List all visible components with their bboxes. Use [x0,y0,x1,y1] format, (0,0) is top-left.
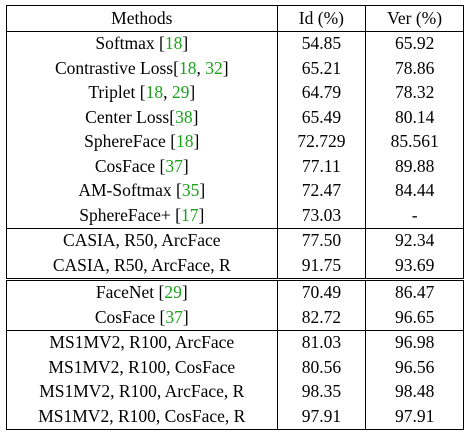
table-row: FaceNet [29] 70.49 86.47 [6,277,464,305]
table-row: Center Loss[38] 65.49 80.14 [6,105,464,130]
table-row: MS1MV2, R100, CosFace 80.56 96.56 [6,355,464,380]
ver-cell: - [365,203,464,228]
ver-cell: 96.56 [365,355,464,380]
ver-cell: 86.47 [365,277,464,305]
id-cell: 82.72 [277,305,367,330]
citation-link[interactable]: 38 [175,106,193,127]
ver-cell: 65.92 [365,31,464,56]
table-row: MS1MV2, R100, ArcFace 81.03 96.98 [6,329,464,355]
ver-cell: 78.32 [365,80,464,105]
method-name: MS1MV2, R100, CosFace, R [38,405,246,426]
citation-link[interactable]: 37 [165,306,183,327]
table-row: CASIA, R50, ArcFace, R 91.75 93.69 [6,253,464,279]
ver-cell: 80.14 [365,105,464,130]
method-name: MS1MV2, R100, CosFace [48,356,236,377]
method-name: Center Loss [85,106,170,127]
method-name: Softmax [95,33,160,53]
results-table: Methods Id (%) Ver (%) Softmax [18] 54.85… [6,5,464,430]
method-cell: CosFace [37] [6,154,278,179]
method-cell: SphereFace [18] [6,129,278,154]
table-row: SphereFace [18] 72.729 85.561 [6,129,464,154]
method-cell: CASIA, R50, ArcFace [6,227,278,253]
ver-cell: 85.561 [365,129,464,154]
table-row: Softmax [18] 54.85 65.92 [6,31,464,56]
table-row: MS1MV2, R100, CosFace, R 97.91 97.91 [6,404,464,430]
method-name: SphereFace+ [79,204,176,225]
table-row: SphereFace+ [17] 73.03- [6,203,464,228]
method-cell: AM-Softmax [35] [6,178,278,203]
citation-link[interactable]: 18 [178,57,197,78]
method-cell: MS1MV2, R100, ArcFace [6,329,278,355]
method-cell: CASIA, R50, ArcFace, R [6,253,278,279]
ver-cell: 84.44 [365,178,464,203]
id-cell: 80.56 [277,355,367,380]
citation-link[interactable]: 17 [180,204,199,225]
ver-cell: 78.86 [365,56,464,81]
method-cell: CosFace [37] [6,305,278,330]
method-cell: Triplet [18, 29] [6,80,278,105]
method-cell: SphereFace+ [17] [6,203,278,228]
citation-link[interactable]: 18 [164,33,183,53]
method-name: CASIA, R50, ArcFace, R [52,254,231,275]
ver-cell: 93.69 [365,253,464,279]
ver-cell: 92.34 [365,227,464,253]
id-cell: 81.03 [277,329,367,355]
method-cell: FaceNet [29] [6,277,278,305]
citation-link[interactable]: 18 [145,82,164,102]
method-name: MS1MV2, R100, ArcFace [49,332,235,352]
method-cell: MS1MV2, R100, CosFace [6,355,278,380]
method-name: CosFace [94,155,160,176]
table-row: Triplet [18, 29] 64.79 78.32 [6,80,464,105]
id-cell: 54.85 [277,31,367,56]
method-cell: Center Loss[38] [6,105,278,130]
method-name: MS1MV2, R100, ArcFace, R [39,381,245,401]
ver-cell: 96.65 [365,305,464,330]
id-cell: 65.49 [277,105,367,130]
id-cell: 72.47 [277,178,367,203]
citation-link[interactable]: 37 [165,155,183,176]
table-row: CosFace [37] 77.11 89.88 [6,154,464,179]
id-cell: 73.03 [277,203,367,228]
id-cell: 97.91 [277,404,367,430]
ver-cell: 89.88 [365,154,464,179]
ver-cell: 98.48 [365,379,464,404]
citation-link[interactable]: 32 [205,57,223,78]
header-methods: Methods [6,5,278,32]
citation-link[interactable]: 29 [164,282,182,302]
ver-cell: 96.98 [365,329,464,355]
method-name: FaceNet [95,282,159,302]
method-name: SphereFace [84,131,171,151]
citation-link[interactable]: 29 [171,82,190,102]
method-cell: MS1MV2, R100, CosFace, R [6,404,278,430]
id-cell: 65.21 [277,56,367,81]
method-name: Triplet [88,82,140,102]
method-name: CosFace [94,306,160,327]
table-row: MS1MV2, R100, ArcFace, R 98.35 98.48 [6,379,464,404]
id-cell: 91.75 [277,253,367,279]
table-row: CosFace [37] 82.72 96.65 [6,305,464,330]
method-cell: Contrastive Loss[18, 32] [6,56,278,81]
table-body: Softmax [18] 54.85 65.92 Contrastive Loss[1… [6,31,464,430]
table-row: Contrastive Loss[18, 32] 65.21 78.86 [6,56,464,81]
method-cell: Softmax [18] [6,31,278,56]
id-cell: 70.49 [277,277,367,305]
method-name: AM-Softmax [78,180,177,200]
table-row: AM-Softmax [35] 72.47 84.44 [6,178,464,203]
method-name: Contrastive Loss [55,57,174,78]
header-row: Methods Id (%) Ver (%) [6,5,464,32]
citation-link[interactable]: 35 [181,180,200,200]
method-cell: MS1MV2, R100, ArcFace, R [6,379,278,404]
method-name: CASIA, R50, ArcFace [63,230,221,250]
header-id: Id (%) [277,5,367,32]
citation-link[interactable]: 18 [176,131,194,151]
id-cell: 77.50 [277,227,367,253]
header-ver: Ver (%) [365,5,464,32]
id-cell: 72.729 [277,129,367,154]
id-cell: 77.11 [277,154,367,179]
id-cell: 64.79 [277,80,367,105]
ver-cell: 97.91 [365,404,464,430]
table-row: CASIA, R50, ArcFace 77.50 92.34 [6,227,464,253]
id-cell: 98.35 [277,379,367,404]
